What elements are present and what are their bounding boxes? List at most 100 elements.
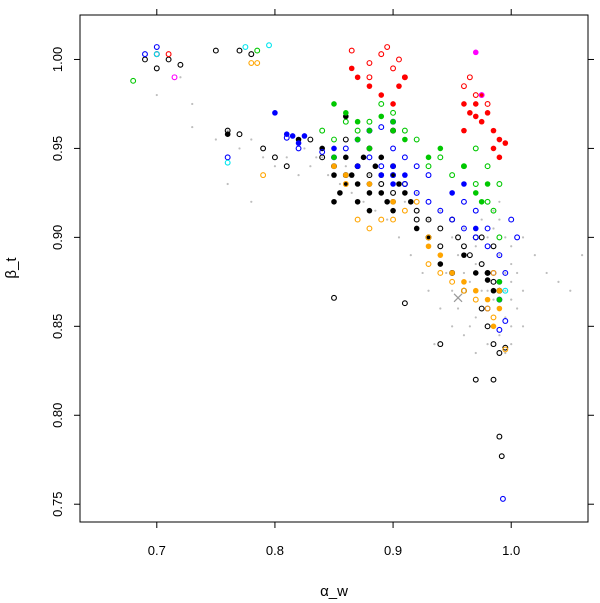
data-point-blue-open bbox=[401, 181, 408, 187]
data-point-black-open bbox=[472, 376, 479, 383]
data-point-green-open bbox=[319, 127, 326, 134]
data-point-gray-dot bbox=[456, 307, 460, 310]
data-point-green-open bbox=[130, 77, 137, 84]
data-point-red-open bbox=[484, 100, 491, 107]
data-point-gray-dot bbox=[368, 174, 371, 177]
data-point-green-open bbox=[490, 207, 497, 214]
data-point-gray-dot bbox=[492, 298, 495, 301]
data-point-red-open bbox=[366, 60, 373, 66]
data-point-green-filled bbox=[390, 127, 396, 134]
data-point-red-filled bbox=[472, 101, 479, 107]
data-point-gray-dot bbox=[427, 289, 430, 292]
data-point-gray-cross bbox=[453, 293, 463, 303]
data-point-red-filled bbox=[467, 110, 473, 116]
data-point-orange-filled bbox=[484, 296, 491, 303]
data-point-orange-filled bbox=[366, 181, 373, 187]
data-point-red-open bbox=[396, 56, 402, 63]
data-point-orange-open bbox=[449, 278, 456, 285]
data-point-gray-dot bbox=[521, 289, 525, 292]
data-point-gray-dot bbox=[516, 271, 519, 275]
data-point-black-open bbox=[455, 234, 461, 241]
data-point-orange-filled bbox=[496, 305, 503, 312]
x-tick-label: 0.7 bbox=[148, 543, 166, 558]
data-point-red-filled bbox=[496, 136, 503, 143]
data-point-red-open bbox=[472, 92, 479, 99]
data-point-blue-open bbox=[425, 198, 432, 205]
data-point-orange-open bbox=[461, 287, 467, 294]
data-point-orange-open bbox=[437, 269, 444, 276]
data-point-blue-open bbox=[224, 154, 231, 161]
data-point-black-filled bbox=[337, 190, 343, 196]
data-point-green-open bbox=[401, 127, 408, 134]
data-point-green-filled bbox=[478, 198, 485, 205]
data-point-black-open bbox=[177, 61, 184, 68]
data-point-red-filled bbox=[390, 101, 396, 107]
data-point-black-open bbox=[260, 145, 267, 152]
data-point-black-filled bbox=[461, 252, 467, 258]
data-point-green-open bbox=[449, 172, 456, 179]
data-point-blue-open bbox=[142, 51, 148, 58]
data-point-black-open bbox=[437, 225, 444, 232]
data-point-blue-open bbox=[390, 145, 397, 152]
data-point-black-open bbox=[212, 47, 219, 54]
data-point-gray-dot bbox=[486, 236, 489, 239]
data-point-black-filled bbox=[354, 198, 361, 205]
data-point-green-open bbox=[331, 136, 337, 143]
data-point-blue-open bbox=[502, 318, 509, 324]
data-point-black-filled bbox=[413, 225, 420, 232]
data-point-gray-dot bbox=[250, 200, 253, 203]
data-point-cyan-open bbox=[153, 51, 160, 58]
data-point-blue-open bbox=[295, 145, 302, 152]
data-point-gray-dot bbox=[510, 262, 513, 266]
data-point-gray-dot bbox=[545, 271, 548, 275]
data-point-gray-dot bbox=[521, 325, 525, 328]
data-point-blue-open bbox=[499, 495, 506, 502]
data-point-black-open bbox=[478, 234, 485, 241]
x-axis-title: α_w bbox=[320, 583, 348, 600]
data-point-black-open bbox=[153, 65, 160, 72]
data-point-gray-dot bbox=[386, 218, 389, 221]
x-tick-label: 1.0 bbox=[502, 543, 520, 558]
data-point-green-filled bbox=[378, 113, 385, 120]
data-point-orange-open bbox=[254, 60, 261, 66]
data-point-black-filled bbox=[396, 181, 402, 187]
axis-ticks: 0.7 0.8 0.9 1.0 0.75 0.80 0.85 0.90 0.95 1.00 bbox=[50, 9, 594, 558]
data-point-blue-open bbox=[378, 163, 385, 170]
data-point-blue-filled bbox=[301, 133, 308, 139]
data-point-green-filled bbox=[461, 163, 467, 170]
data-point-magenta-open bbox=[478, 92, 485, 99]
data-point-blue-open bbox=[496, 252, 503, 259]
data-point-gray-dot bbox=[226, 182, 229, 186]
data-point-green-filled bbox=[366, 127, 373, 134]
data-point-red-filled bbox=[484, 110, 491, 116]
y-tick-label: 0.90 bbox=[50, 225, 65, 250]
data-point-gray-dot bbox=[510, 245, 513, 248]
data-point-red-filled bbox=[502, 140, 509, 146]
data-point-green-filled bbox=[496, 279, 503, 285]
data-point-red-filled bbox=[354, 74, 361, 81]
data-point-red-open bbox=[366, 74, 373, 81]
data-point-black-open bbox=[366, 172, 373, 179]
data-point-orange-open bbox=[342, 181, 349, 187]
data-point-gray-dot bbox=[462, 334, 466, 337]
data-point-gray-dot bbox=[374, 209, 377, 212]
data-point-gray-dot bbox=[415, 191, 418, 194]
data-point-gray-dot bbox=[445, 271, 448, 275]
data-point-gray-dot bbox=[468, 280, 471, 283]
data-point-gray-dot bbox=[451, 289, 454, 292]
data-point-red-open bbox=[378, 51, 385, 58]
data-point-red-open bbox=[165, 51, 172, 58]
data-point-gray-dot bbox=[326, 174, 330, 177]
data-point-green-filled bbox=[496, 296, 503, 303]
data-point-gray-dot bbox=[179, 76, 182, 79]
data-point-green-filled bbox=[402, 136, 408, 143]
data-point-gray-dot bbox=[321, 156, 324, 159]
data-point-gray-dot bbox=[486, 289, 489, 292]
data-point-cyan-open bbox=[502, 287, 509, 294]
data-point-red-filled bbox=[490, 127, 497, 134]
data-point-black-filled bbox=[378, 190, 385, 196]
data-point-orange-open bbox=[490, 269, 497, 276]
data-point-black-open bbox=[490, 341, 497, 348]
data-point-orange-open bbox=[425, 261, 432, 268]
data-point-orange-open bbox=[484, 305, 491, 312]
